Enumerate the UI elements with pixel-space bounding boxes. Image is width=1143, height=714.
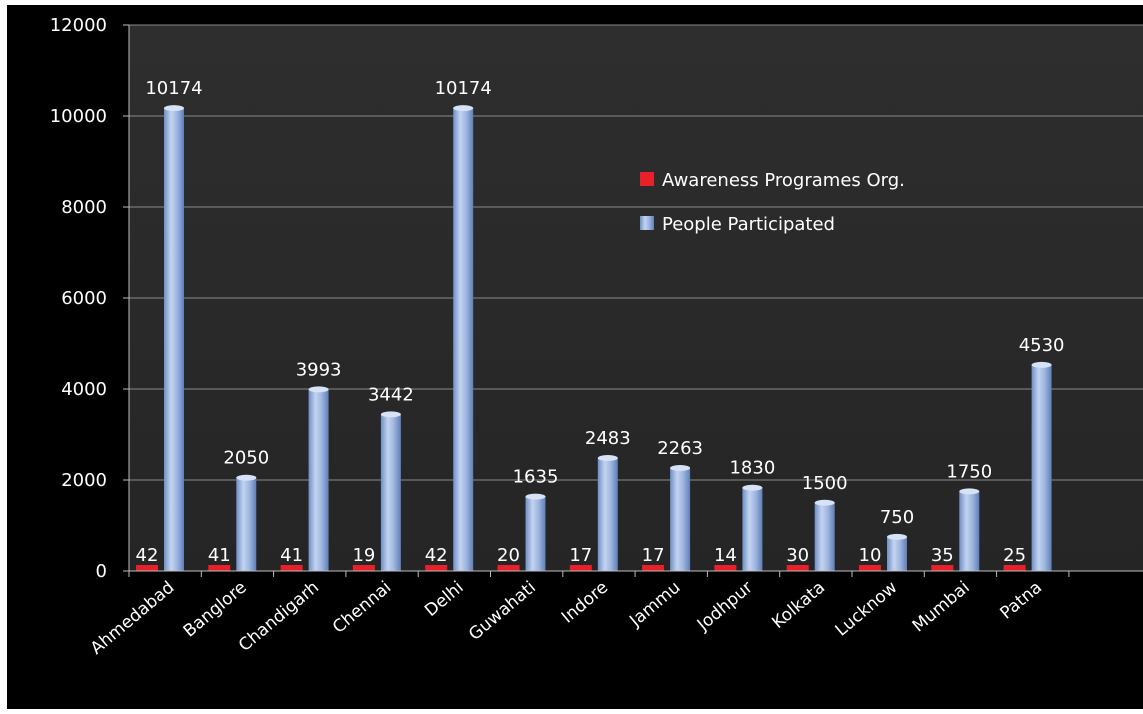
data-label-people-participated: 10174 [145, 78, 202, 99]
legend-label-people-participated: People Participated [662, 214, 835, 235]
legend-swatch-people-participated [640, 216, 654, 230]
data-label-awareness-programes: 17 [642, 545, 665, 566]
data-label-awareness-programes: 42 [136, 545, 159, 566]
y-tick-label: 10000 [50, 106, 107, 127]
bar-cap [236, 474, 257, 481]
y-tick-label: 8000 [61, 197, 107, 218]
grid-lines [129, 24, 1143, 481]
data-label-people-participated: 750 [880, 507, 914, 528]
bar-cap [670, 465, 691, 472]
bar-awareness-programes [714, 565, 737, 571]
bar-people-participated [814, 502, 835, 571]
bar-chart: 0 2000 4000 6000 8000 10000 12000 42 10174 41 205… [7, 5, 1143, 709]
data-label-awareness-programes: 10 [859, 545, 882, 566]
data-label-people-participated: 3442 [368, 384, 414, 405]
bar-awareness-programes [208, 565, 231, 571]
bar-cap [525, 493, 546, 500]
data-label-awareness-programes: 41 [280, 545, 303, 566]
data-label-people-participated: 2050 [223, 448, 269, 469]
bar-awareness-programes [931, 565, 954, 571]
data-label-awareness-programes: 19 [352, 545, 375, 566]
bar-people-participated [525, 496, 546, 571]
bar-awareness-programes [136, 565, 158, 571]
legend-label-awareness-programes: Awareness Programes Org. [662, 170, 905, 191]
bar-people-participated [597, 458, 618, 571]
bar-people-participated [380, 414, 401, 571]
y-tick-label: 4000 [61, 379, 107, 400]
bar-cap [742, 484, 763, 491]
y-tick-label: 0 [96, 561, 107, 582]
bar-awareness-programes [642, 565, 665, 571]
data-label-people-participated: 4530 [1019, 335, 1065, 356]
bar-cap [453, 105, 474, 112]
legend: Awareness Programes Org. People Participa… [640, 170, 905, 235]
bar-cap [164, 105, 184, 112]
bar-cap [959, 488, 980, 495]
bar-people-participated [1031, 364, 1052, 571]
data-labels: 42 10174 41 2050 41 3993 19 3442 42 10174 20 1635 17… [136, 78, 1065, 566]
data-label-awareness-programes: 25 [1003, 545, 1026, 566]
y-tick-label: 12000 [50, 15, 107, 36]
y-tick-label: 6000 [61, 288, 107, 309]
data-label-awareness-programes: 14 [714, 545, 737, 566]
bars [136, 105, 1052, 571]
data-label-people-participated: 3993 [296, 359, 342, 380]
bar-awareness-programes [1003, 565, 1026, 571]
y-axis: 0 2000 4000 6000 8000 10000 12000 [50, 15, 130, 582]
bar-cap [597, 455, 618, 462]
data-label-people-participated: 1830 [729, 458, 775, 479]
bar-awareness-programes [497, 565, 520, 571]
bar-people-participated [959, 491, 980, 571]
data-label-awareness-programes: 35 [931, 545, 954, 566]
data-label-people-participated: 1750 [946, 461, 992, 482]
data-label-people-participated: 2483 [585, 428, 631, 449]
bar-people-participated [887, 536, 907, 571]
data-label-people-participated: 10174 [435, 78, 492, 99]
bar-people-participated [308, 389, 329, 571]
bar-people-participated [742, 487, 763, 571]
chart-container: 0 2000 4000 6000 8000 10000 12000 42 10174 41 205… [7, 5, 1143, 709]
bar-cap [1031, 361, 1052, 368]
data-label-awareness-programes: 17 [569, 545, 592, 566]
data-label-people-participated: 1500 [802, 473, 848, 494]
y-tick-label: 2000 [61, 470, 107, 491]
bar-awareness-programes [859, 565, 881, 571]
bar-cap [380, 411, 401, 418]
bar-cap [887, 533, 907, 540]
bar-cap [814, 499, 835, 506]
bar-people-participated [164, 108, 184, 571]
bar-awareness-programes [569, 565, 592, 571]
data-label-people-participated: 2263 [657, 438, 703, 459]
bar-awareness-programes [280, 565, 303, 571]
bar-people-participated [453, 108, 474, 571]
data-label-awareness-programes: 42 [425, 545, 448, 566]
data-label-awareness-programes: 41 [208, 545, 231, 566]
legend-swatch-awareness-programes [640, 172, 654, 186]
data-label-awareness-programes: 20 [497, 545, 520, 566]
bar-awareness-programes [352, 565, 375, 571]
bar-people-participated [670, 468, 691, 571]
data-label-people-participated: 1635 [513, 467, 559, 488]
bar-awareness-programes [425, 565, 448, 571]
data-label-awareness-programes: 30 [786, 545, 809, 566]
bar-people-participated [236, 477, 257, 571]
bar-cap [308, 386, 329, 393]
bar-awareness-programes [786, 565, 809, 571]
